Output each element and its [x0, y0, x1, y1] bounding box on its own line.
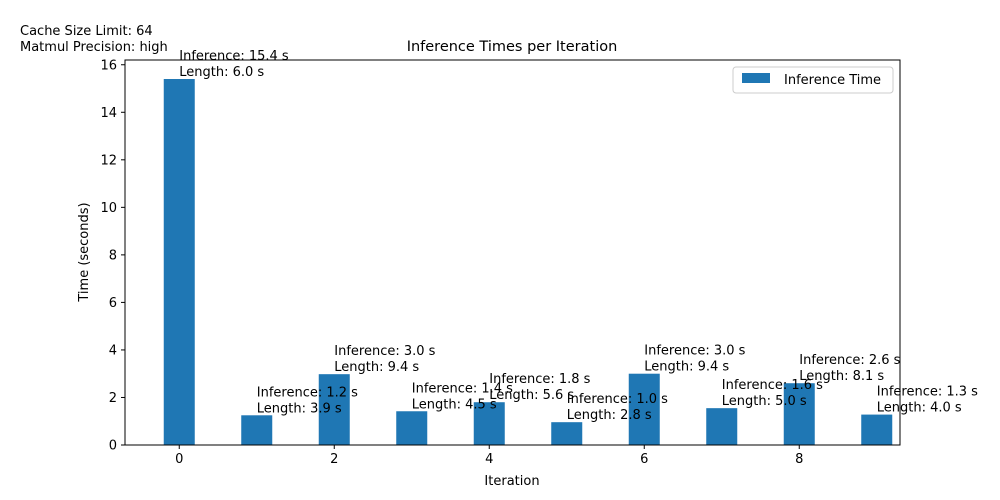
bar-label-inference: Inference: 1.8 s [489, 372, 590, 387]
bar-iteration-5 [551, 422, 583, 445]
legend: Inference Time [732, 66, 894, 94]
x-axis-ticks: 0 2 4 6 8 [175, 445, 803, 467]
bar-label-inference: Inference: 3.0 s [644, 344, 745, 359]
x-tick-label: 8 [795, 452, 803, 467]
y-tick-label: 10 [100, 201, 117, 216]
y-tick-label: 4 [109, 343, 117, 358]
bar-iteration-4 [473, 402, 505, 445]
bar-iteration-3 [396, 411, 428, 445]
bar-label-inference: Inference: 2.6 s [799, 353, 900, 368]
chart-title: Inference Times per Iteration [407, 39, 618, 55]
y-tick-label: 6 [109, 296, 117, 311]
bar-label-inference: Inference: 1.6 s [722, 378, 823, 393]
y-tick-label: 16 [100, 58, 117, 73]
bar-label-inference: Inference: 1.2 s [257, 385, 358, 400]
legend-swatch [742, 73, 770, 83]
bar-label-inference: Inference: 1.3 s [877, 385, 978, 400]
y-axis-label: Time (seconds) [77, 202, 92, 302]
y-tick-label: 12 [100, 153, 117, 168]
bar-iteration-2 [318, 374, 350, 445]
bar-iteration-1 [241, 415, 273, 445]
plot-frame [124, 59, 901, 446]
bar-label-length: Length: 5.0 s [722, 394, 807, 409]
bar-label-length: Length: 8.1 s [799, 369, 884, 384]
bars-group [163, 79, 893, 446]
y-tick-label: 14 [100, 106, 117, 121]
x-tick-label: 4 [485, 452, 493, 467]
bar-label-inference: Inference: 3.0 s [334, 344, 435, 359]
bar-label-inference: Inference: 1.4 s [412, 381, 513, 396]
bar-iteration-6 [628, 373, 660, 445]
y-axis-ticks: 0 2 4 6 8 10 12 14 16 [100, 58, 125, 454]
bar-label-length: Length: 2.8 s [567, 408, 652, 423]
bar-label-length: Length: 9.4 s [334, 360, 419, 375]
y-tick-label: 8 [109, 248, 117, 263]
bar-label-length: Length: 6.0 s [179, 65, 264, 80]
bar-label-length: Length: 3.9 s [257, 401, 342, 416]
legend-box [732, 66, 894, 94]
x-tick-label: 2 [330, 452, 338, 467]
cache-size-note: Cache Size Limit: 64 [20, 24, 153, 39]
bar-label-length: Length: 4.0 s [877, 401, 962, 416]
bar-iteration-9 [861, 414, 893, 445]
x-tick-label: 6 [640, 452, 648, 467]
matmul-precision-note: Matmul Precision: high [20, 40, 168, 55]
legend-label: Inference Time [784, 73, 881, 88]
bar-label-inference: Inference: 15.4 s [179, 49, 289, 64]
bar-label-length: Length: 4.5 s [412, 397, 497, 412]
x-axis-label: Iteration [484, 474, 539, 489]
y-tick-label: 2 [109, 391, 117, 406]
bar-iteration-0 [163, 79, 195, 446]
bar-iteration-7 [706, 408, 738, 445]
bar-label-length: Length: 9.4 s [644, 360, 729, 375]
bar-label-inference: Inference: 1.0 s [567, 392, 668, 407]
y-tick-label: 0 [109, 439, 117, 454]
bar-label-length: Length: 5.6 s [489, 388, 574, 403]
x-tick-label: 0 [175, 452, 183, 467]
bar-iteration-8 [783, 383, 815, 445]
